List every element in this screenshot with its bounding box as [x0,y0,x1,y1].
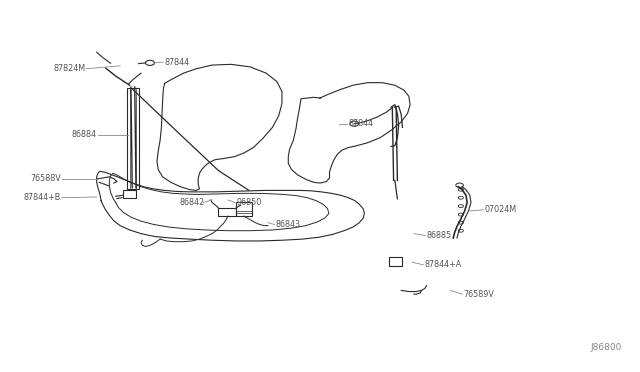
Bar [236,202,252,216]
Text: 86843: 86843 [276,220,301,229]
Text: 87844: 87844 [349,119,374,128]
Text: 87824M: 87824M [53,64,85,73]
Text: 87844+B: 87844+B [24,193,61,202]
Text: 87844: 87844 [164,58,189,67]
Text: 87844+A: 87844+A [425,260,462,269]
Bar [124,190,136,198]
Text: 86884: 86884 [72,130,97,139]
Text: 07024M: 07024M [485,205,517,214]
Text: 86885: 86885 [427,231,452,240]
Text: 76588V: 76588V [30,174,61,183]
Bar [388,257,403,266]
Text: J86800: J86800 [590,343,621,352]
Bar [218,208,236,216]
Text: 86842: 86842 [179,198,205,207]
Text: 96850: 96850 [236,198,262,207]
Text: 76589V: 76589V [463,289,494,299]
